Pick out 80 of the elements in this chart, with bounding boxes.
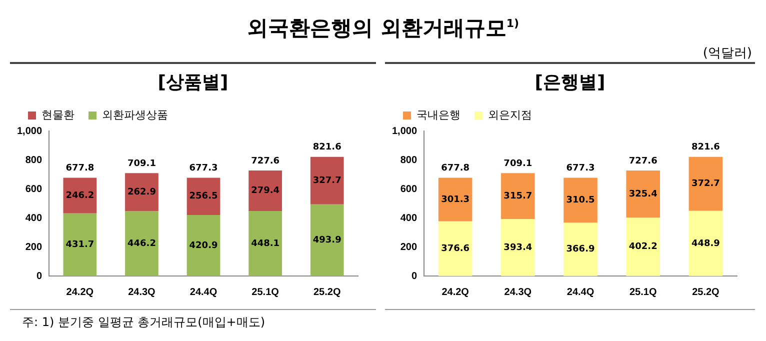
data-label: 256.5 — [189, 192, 218, 202]
legend-label: 국내은행 — [416, 110, 460, 122]
data-label: 372.7 — [691, 179, 720, 190]
data-label: 431.7 — [66, 240, 94, 250]
data-label: 279.4 — [251, 186, 280, 196]
bar — [248, 211, 282, 276]
data-label: 310.5 — [566, 196, 595, 206]
data-label: 315.7 — [504, 191, 532, 202]
y-tick-label: 800 — [400, 154, 418, 166]
y-tick-label: 400 — [25, 212, 42, 224]
y-tick-label: 800 — [25, 154, 42, 166]
data-label: 246.2 — [66, 190, 94, 201]
bar — [63, 178, 97, 214]
bar — [186, 214, 220, 276]
data-label: 402.2 — [628, 242, 658, 252]
y-tick-label: 1,000 — [16, 126, 42, 137]
y-tick-label: 600 — [400, 184, 418, 195]
bar — [125, 211, 158, 276]
bar — [501, 173, 535, 219]
data-label: 327.7 — [312, 176, 342, 186]
data-label: 301.3 — [441, 194, 470, 205]
bar — [688, 210, 723, 276]
bar — [63, 213, 97, 276]
total-label: 727.6 — [251, 156, 280, 166]
y-tick-label: 0 — [411, 270, 418, 282]
bar — [564, 178, 598, 223]
total-label: 821.6 — [691, 142, 720, 153]
data-label: 376.6 — [441, 244, 470, 254]
chart-title: [은행별] — [534, 71, 606, 95]
text: 외국환은행의 외환거래규모$^{1)}$ — [246, 15, 520, 42]
bar — [125, 173, 158, 212]
x-tick-label: 25.2Q — [692, 286, 720, 298]
x-tick-label: 25.1Q — [629, 286, 657, 298]
bar — [688, 156, 723, 211]
x-tick-label: 24.3Q — [504, 286, 532, 298]
data-label: 393.4 — [504, 242, 532, 253]
bar — [248, 170, 282, 212]
x-tick-label: 24.3Q — [128, 286, 156, 298]
legend-label: 외은지점 — [488, 110, 532, 122]
total-label: 727.6 — [628, 156, 658, 166]
total-label: 821.6 — [312, 142, 342, 153]
total-label: 709.1 — [504, 159, 532, 170]
x-tick-label: 24.4Q — [566, 286, 594, 298]
bar — [626, 170, 660, 218]
bar — [438, 178, 472, 222]
data-label: 420.9 — [189, 240, 218, 251]
data-label: 446.2 — [127, 238, 156, 249]
x-tick-label: 24.4Q — [190, 286, 218, 298]
x-tick-label: 24.2Q — [66, 286, 94, 298]
bar — [310, 204, 344, 276]
legend-label: 외환파생상품 — [102, 110, 168, 122]
bar — [438, 221, 472, 276]
total-label: 709.1 — [127, 159, 156, 170]
data-label: 493.9 — [312, 236, 342, 246]
data-label: 448.9 — [691, 238, 720, 249]
y-tick-label: 1,000 — [392, 126, 418, 137]
data-label: 366.9 — [566, 244, 595, 255]
data-label: 448.1 — [251, 238, 280, 249]
bar — [564, 222, 598, 276]
x-tick-label: 24.2Q — [442, 286, 470, 298]
text: 주: 1) 분기중 일평균 총거래규모(매입+매도) — [22, 314, 266, 331]
bar — [501, 218, 535, 276]
data-label: 325.4 — [628, 189, 658, 200]
x-tick-label: 25.2Q — [313, 286, 341, 298]
y-tick-label: 600 — [25, 184, 42, 195]
y-tick-label: 0 — [36, 270, 42, 282]
total-label: 677.8 — [441, 164, 470, 174]
bar — [626, 218, 660, 276]
legend-label: 현물환 — [42, 110, 74, 122]
y-tick-label: 400 — [400, 212, 418, 224]
total-label: 677.8 — [66, 164, 94, 174]
chart-title: [상품별] — [156, 71, 230, 95]
data-label: 262.9 — [127, 188, 156, 198]
total-label: 677.3 — [566, 164, 595, 174]
x-tick-label: 25.1Q — [252, 286, 280, 298]
bar — [310, 156, 344, 204]
y-tick-label: 200 — [25, 242, 42, 253]
text: (억달러) — [702, 45, 752, 62]
total-label: 677.3 — [189, 164, 218, 174]
y-tick-label: 200 — [400, 242, 418, 253]
